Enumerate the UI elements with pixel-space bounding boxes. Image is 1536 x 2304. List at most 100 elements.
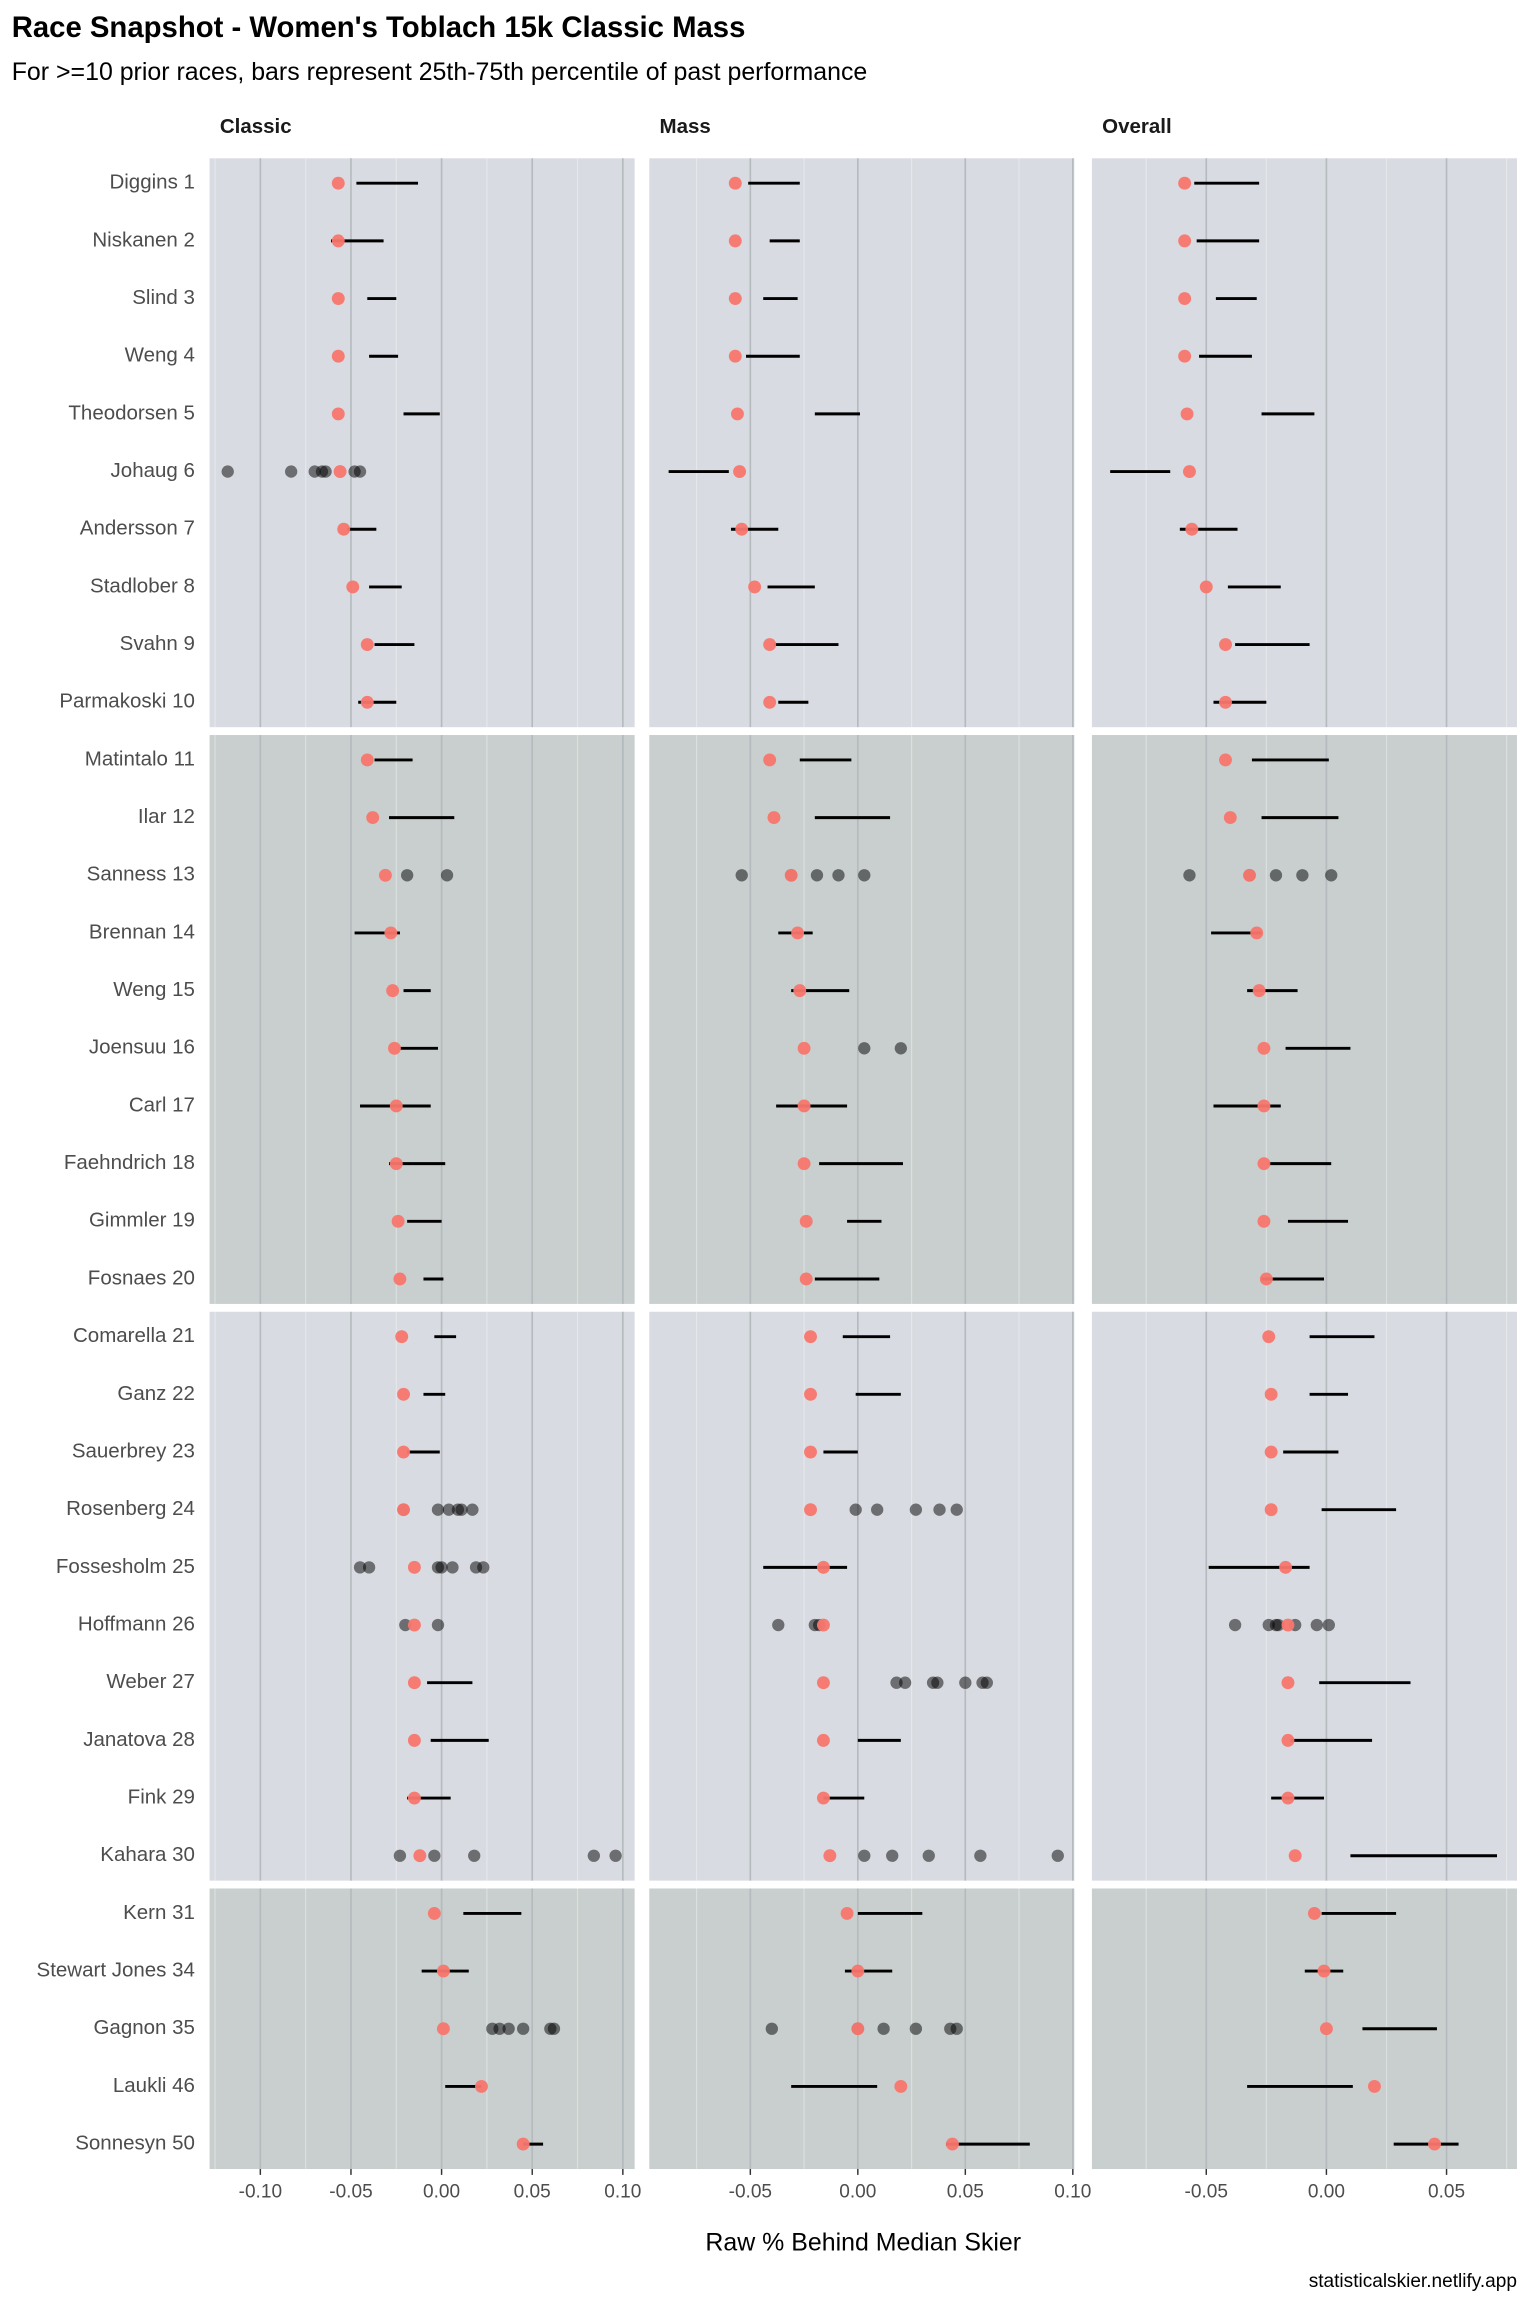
past-result: [468, 1849, 481, 1862]
race-result: [407, 1618, 421, 1632]
race-result: [1223, 811, 1237, 825]
y-tick-label: Diggins 1: [109, 171, 194, 194]
y-tick-label: Janatova 28: [83, 1728, 195, 1751]
panel-band: [1091, 735, 1517, 1304]
race-result: [804, 1445, 817, 1459]
y-tick-label: Fossesholm 25: [56, 1555, 195, 1578]
race-result: [1178, 292, 1192, 306]
past-result: [400, 869, 414, 882]
race-result: [804, 1330, 817, 1344]
y-tick-label: Rosenberg 24: [66, 1497, 195, 1520]
race-result: [360, 753, 374, 767]
race-result: [851, 2022, 865, 2036]
past-result: [980, 1676, 993, 1689]
race-result: [1262, 1330, 1276, 1344]
x-tick-label: 0.05: [1428, 2181, 1465, 2202]
race-result: [728, 176, 742, 190]
race-result: [728, 292, 742, 306]
past-result: [950, 1503, 963, 1516]
race-result: [799, 1214, 813, 1228]
past-result: [922, 1849, 935, 1862]
race-result: [331, 407, 345, 421]
past-result: [931, 1676, 944, 1689]
past-result: [1269, 869, 1283, 882]
past-result: [1296, 869, 1309, 882]
past-result: [894, 1042, 907, 1055]
race-result: [413, 1849, 427, 1863]
race-result: [1281, 1618, 1295, 1632]
race-result: [797, 1157, 811, 1171]
past-result: [1322, 1618, 1335, 1632]
past-result: [974, 1849, 987, 1862]
race-result: [894, 2079, 908, 2093]
past-result: [1183, 869, 1196, 882]
race-result: [407, 1560, 421, 1574]
race-result: [407, 1791, 421, 1805]
y-tick-label: Sanness 13: [87, 863, 195, 886]
race-result: [1281, 1676, 1295, 1690]
race-result: [395, 1330, 409, 1344]
race-result: [816, 1676, 830, 1690]
race-result: [1219, 753, 1232, 767]
past-result: [858, 1042, 871, 1055]
past-result: [1310, 1618, 1323, 1632]
chart-subtitle: For >=10 prior races, bars represent 25t…: [12, 58, 868, 86]
panel-band: [1091, 1888, 1517, 2170]
x-axis-label: Raw % Behind Median Skier: [705, 2228, 1021, 2256]
race-result: [1428, 2137, 1441, 2151]
race-result: [767, 811, 781, 825]
race-result: [475, 2079, 488, 2093]
past-result: [735, 869, 748, 882]
y-tick-label: Gagnon 35: [93, 2016, 194, 2039]
past-result: [466, 1503, 479, 1516]
x-tick-label: 0.00: [1308, 2181, 1345, 2202]
race-result: [733, 465, 747, 479]
facet-title: Mass: [660, 115, 711, 138]
past-result: [547, 2022, 561, 2035]
race-result: [516, 2137, 530, 2151]
race-result: [378, 868, 392, 882]
race-result: [823, 1849, 837, 1863]
x-tick-label: 0.10: [1054, 2181, 1091, 2202]
panel-band: [209, 1888, 635, 2170]
race-result: [391, 1214, 405, 1228]
race-result: [366, 811, 380, 825]
past-result: [455, 1503, 468, 1516]
past-result: [431, 1618, 445, 1632]
race-result: [816, 1618, 830, 1632]
y-tick-label: Stadlober 8: [90, 574, 195, 597]
race-result: [407, 1676, 421, 1690]
past-result: [810, 869, 824, 882]
race-result: [851, 1964, 865, 1978]
past-result: [933, 1503, 946, 1516]
y-tick-label: Gimmler 19: [89, 1209, 195, 1232]
past-result: [393, 1849, 407, 1862]
past-result: [221, 465, 234, 478]
race-result: [763, 753, 777, 767]
race-result: [1264, 1503, 1278, 1517]
race-result: [1183, 465, 1196, 479]
y-tick-label: Ilar 12: [138, 805, 195, 828]
past-result: [435, 1561, 448, 1574]
race-result: [1281, 1791, 1295, 1805]
race-result: [360, 695, 374, 709]
race-result: [1368, 2079, 1381, 2093]
race-result: [797, 1041, 811, 1055]
race-result: [436, 2022, 450, 2036]
panel-band: [209, 1311, 635, 1881]
past-result: [609, 1849, 622, 1862]
race-result: [1279, 1560, 1293, 1574]
y-tick-label: Kahara 30: [100, 1843, 195, 1866]
x-tick-label: 0.05: [947, 2181, 984, 2202]
y-tick-label: Faehndrich 18: [64, 1151, 195, 1174]
race-result: [804, 1503, 817, 1517]
past-result: [399, 1618, 412, 1632]
y-tick-label: Matintalo 11: [85, 747, 195, 770]
race-result: [397, 1503, 410, 1517]
past-result: [886, 1849, 899, 1862]
past-result: [1051, 1849, 1064, 1862]
race-result: [1180, 407, 1194, 421]
race-result: [797, 1099, 811, 1113]
race-result: [735, 522, 749, 536]
race-result: [1185, 522, 1199, 536]
